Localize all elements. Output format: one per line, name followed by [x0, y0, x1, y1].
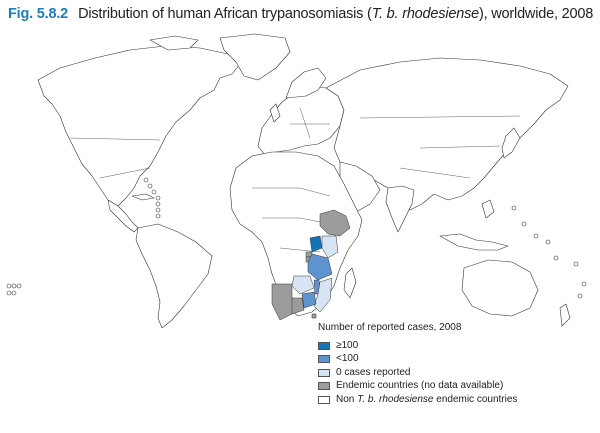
island-marker — [143, 177, 149, 183]
island-marker — [155, 195, 161, 201]
land-australia — [461, 259, 539, 317]
land-south-america — [135, 223, 213, 328]
map-legend: Number of reported cases, 2008 ≥100 <100… — [318, 322, 578, 407]
land-indonesia — [439, 233, 509, 251]
legend-label-high: ≥100 — [336, 339, 359, 351]
border-lines-europe — [290, 107, 330, 139]
figure-number: Fig. 5.8.2 — [8, 6, 69, 22]
legend-swatch-non-endemic — [318, 395, 330, 404]
legend-item-non-endemic: Non T. b. rhodesiense endemic countries — [318, 393, 578, 407]
legend-swatch-zero — [318, 368, 330, 377]
legend-label-endemic-no-data: Endemic countries (no data available) — [336, 380, 504, 392]
region-ethiopia — [319, 209, 351, 237]
island-marker — [511, 205, 517, 211]
land-cuba — [131, 193, 155, 201]
island-marker — [545, 239, 551, 245]
legend-label-non-endemic: Non T. b. rhodesiense endemic countries — [336, 394, 517, 406]
land-philippines — [481, 199, 495, 219]
island-marker — [533, 233, 539, 239]
legend-swatch-low — [318, 355, 330, 364]
figure-title: Fig. 5.8.2 Distribution of human African … — [8, 6, 598, 22]
region-swaziland — [311, 313, 317, 319]
region-zambia — [291, 275, 315, 295]
legend-item-high: ≥100 — [318, 339, 578, 353]
land-scandinavia — [285, 67, 327, 99]
land-japan — [501, 127, 521, 159]
island-marker — [16, 283, 22, 289]
land-madagascar — [343, 267, 357, 299]
island-marker — [573, 261, 579, 267]
island-marker — [521, 221, 527, 227]
island-marker — [155, 207, 161, 213]
legend-heading: Number of reported cases, 2008 — [318, 322, 462, 333]
island-marker — [155, 213, 161, 219]
land-central-america — [107, 199, 139, 233]
land-united-kingdom — [269, 103, 281, 123]
legend-item-zero: 0 cases reported — [318, 366, 578, 380]
island-marker — [155, 201, 161, 207]
island-marker — [6, 290, 12, 296]
legend-item-endemic-no-data: Endemic countries (no data available) — [318, 380, 578, 394]
legend-label-zero: 0 cases reported — [336, 366, 411, 378]
island-marker — [11, 290, 17, 296]
title-suffix: ), worldwide, 2008 — [479, 6, 594, 22]
region-zimbabwe — [301, 291, 317, 309]
island-marker — [553, 255, 559, 261]
island-marker — [11, 283, 17, 289]
legend-item-low: <100 — [318, 353, 578, 367]
border-lines-asia — [359, 115, 521, 179]
region-mozambique — [313, 277, 333, 313]
legend-swatch-endemic-no-data — [318, 382, 330, 391]
island-marker — [581, 281, 587, 287]
title-species: T. b. rhodesiense — [371, 6, 480, 22]
island-marker — [6, 283, 12, 289]
legend-label-non-endemic-prefix: Non — [336, 393, 358, 405]
legend-label-low: <100 — [336, 353, 359, 365]
region-kenya — [321, 235, 339, 259]
legend-swatch-high — [318, 341, 330, 350]
legend-label-non-endemic-suffix: endemic countries — [433, 393, 518, 405]
title-prefix: Distribution of human African trypanosom… — [78, 6, 372, 22]
world-map — [6, 33, 587, 328]
land-india — [385, 185, 415, 233]
border-lines-north-america — [69, 137, 161, 179]
land-greenland — [219, 33, 291, 81]
island-marker — [151, 189, 157, 195]
land-arctic-islands — [149, 35, 199, 51]
land-new-zealand — [559, 303, 571, 327]
region-namibia — [271, 283, 293, 321]
island-marker — [577, 293, 583, 299]
land-north-america — [37, 45, 241, 207]
island-marker — [147, 183, 153, 189]
legend-label-non-endemic-species: T. b. rhodesiense — [357, 393, 434, 405]
